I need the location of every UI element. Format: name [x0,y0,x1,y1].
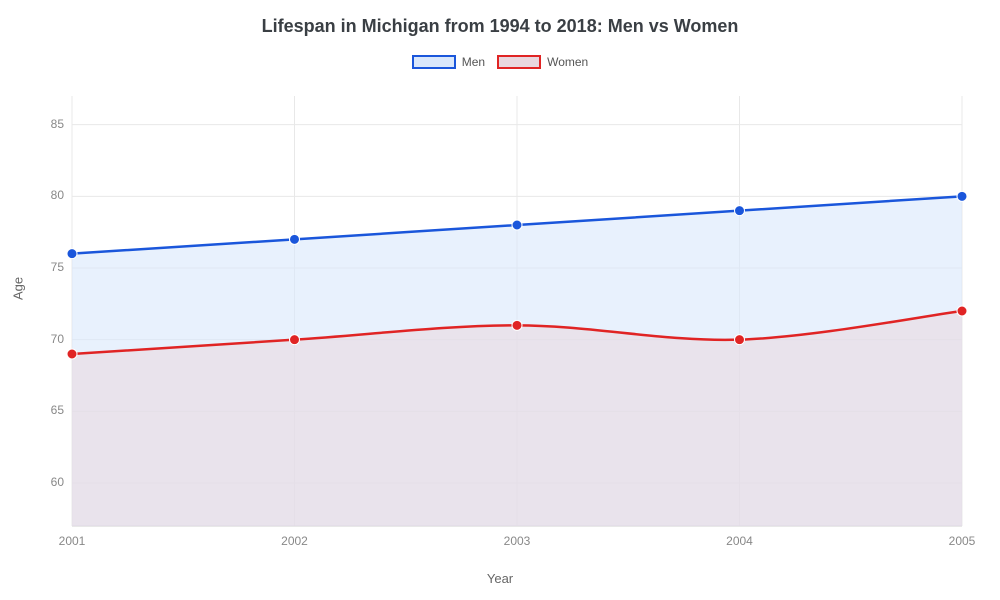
chart-container: Lifespan in Michigan from 1994 to 2018: … [0,0,1000,600]
y-tick-label: 85 [34,117,64,131]
plot-svg [0,0,1000,600]
y-tick-label: 75 [34,260,64,274]
y-axis-label: Age [11,277,26,300]
x-tick-label: 2005 [942,534,982,548]
y-tick-label: 60 [34,475,64,489]
x-tick-label: 2004 [720,534,760,548]
y-tick-label: 65 [34,403,64,417]
x-tick-label: 2001 [52,534,92,548]
x-tick-label: 2002 [275,534,315,548]
x-tick-label: 2003 [497,534,537,548]
x-axis-label: Year [0,571,1000,586]
y-tick-label: 70 [34,332,64,346]
y-tick-label: 80 [34,188,64,202]
